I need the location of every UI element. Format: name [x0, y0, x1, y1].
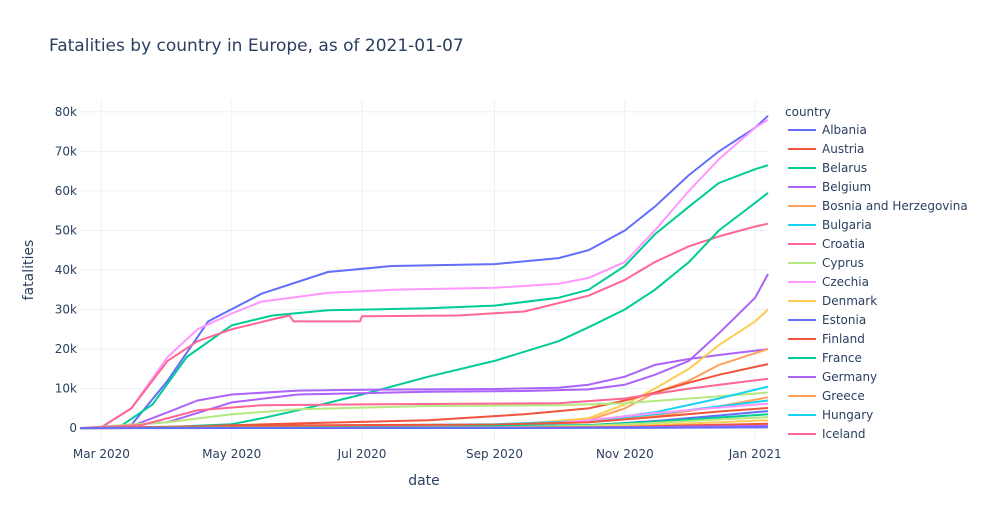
legend-item[interactable]: Germany	[788, 370, 877, 384]
y-tick-label: 40k	[55, 263, 77, 277]
legend-label: Iceland	[822, 427, 865, 441]
legend-item[interactable]: Iceland	[788, 427, 865, 441]
y-tick-label: 10k	[55, 382, 77, 396]
legend-label: Belarus	[822, 161, 867, 175]
legend-label: Cyprus	[822, 256, 864, 270]
chart-title: Fatalities by country in Europe, as of 2…	[49, 36, 464, 56]
series-line-3[interactable]	[79, 222, 769, 430]
legend-item[interactable]: France	[788, 351, 862, 365]
legend-item[interactable]: Belgium	[788, 180, 871, 194]
series-line-6[interactable]	[79, 273, 769, 430]
legend-item[interactable]: Finland	[788, 332, 865, 346]
y-tick-label: 0	[69, 421, 77, 435]
y-axis-ticks: 0 10k 20k 30k 40k 50k 60k 70k 80k	[55, 105, 77, 435]
legend-label: Austria	[822, 142, 864, 156]
series-line-10[interactable]	[79, 391, 769, 430]
legend-label: Denmark	[822, 294, 877, 308]
x-tick-label: May 2020	[202, 447, 261, 461]
series-line-4[interactable]	[79, 192, 769, 430]
legend-item[interactable]: Greece	[788, 389, 865, 403]
legend-label: Albania	[822, 123, 867, 137]
legend-title: country	[785, 105, 831, 119]
legend-label: Croatia	[822, 237, 865, 251]
legend-item[interactable]: Cyprus	[788, 256, 864, 270]
legend-item[interactable]: Croatia	[788, 237, 865, 251]
legend-item[interactable]: Albania	[788, 123, 867, 137]
legend-label: Germany	[822, 370, 877, 384]
legend-label: Bulgaria	[822, 218, 872, 232]
series-line-0[interactable]	[79, 115, 769, 430]
legend-label: Belgium	[822, 180, 871, 194]
legend-label: France	[822, 351, 862, 365]
legend-label: Czechia	[822, 275, 869, 289]
series-line-1[interactable]	[79, 118, 769, 430]
series-line-2[interactable]	[79, 164, 769, 430]
legend-item[interactable]: Denmark	[788, 294, 877, 308]
legend-item[interactable]: Bulgaria	[788, 218, 872, 232]
legend: country Albania Austria Belarus Belgium Bosn…	[785, 105, 968, 441]
legend-item[interactable]: Bosnia and Herzegovina	[788, 199, 968, 213]
y-tick-label: 30k	[55, 303, 77, 317]
legend-item[interactable]: Belarus	[788, 161, 867, 175]
legend-label: Bosnia and Herzegovina	[822, 199, 968, 213]
legend-items: Albania Austria Belarus Belgium Bosnia and H…	[788, 123, 968, 441]
y-tick-label: 60k	[55, 184, 77, 198]
y-tick-label: 80k	[55, 105, 77, 119]
series-line-11[interactable]	[79, 377, 769, 430]
series-line-23[interactable]	[79, 426, 769, 430]
legend-item[interactable]: Hungary	[788, 408, 873, 422]
series-line-9[interactable]	[79, 363, 769, 430]
legend-label: Finland	[822, 332, 865, 346]
legend-label: Hungary	[822, 408, 873, 422]
y-tick-label: 70k	[55, 144, 77, 158]
legend-item[interactable]: Estonia	[788, 313, 866, 327]
legend-item[interactable]: Austria	[788, 142, 864, 156]
x-tick-label: Sep 2020	[466, 447, 523, 461]
x-axis-ticks: Mar 2020 May 2020 Jul 2020 Sep 2020 Nov 2020…	[73, 447, 782, 461]
legend-label: Estonia	[822, 313, 866, 327]
x-tick-label: Jan 2021	[728, 447, 782, 461]
x-tick-label: Nov 2020	[596, 447, 654, 461]
series-lines	[79, 115, 769, 430]
x-tick-label: Mar 2020	[73, 447, 130, 461]
x-tick-label: Jul 2020	[337, 447, 387, 461]
legend-label: Greece	[822, 389, 865, 403]
series-line-5[interactable]	[79, 348, 769, 430]
y-tick-label: 20k	[55, 342, 77, 356]
legend-item[interactable]: Czechia	[788, 275, 869, 289]
y-tick-label: 50k	[55, 223, 77, 237]
x-axis-title: date	[408, 473, 440, 489]
y-axis-title: fatalities	[21, 240, 37, 301]
